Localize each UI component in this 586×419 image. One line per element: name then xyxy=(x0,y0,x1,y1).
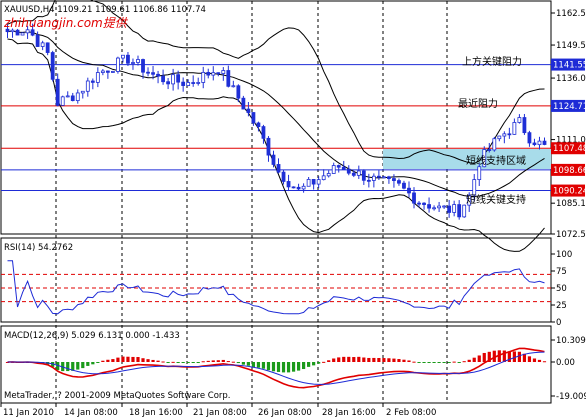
macd-axis: 10.309 0.00 -19.009 xyxy=(551,336,586,402)
symbol-line: XAUUSD,H4 1109.21 1109.61 1106.86 1107.7… xyxy=(4,5,206,15)
label-upper-key-resistance: 上方关键阻力 xyxy=(462,55,522,68)
svg-text:1107.48: 1107.48 xyxy=(553,144,586,154)
macd-label: MACD(12,26,9) 5.029 6.131 0.000 -1.433 xyxy=(4,331,180,341)
vertical-grid xyxy=(55,1,448,403)
support-zone xyxy=(383,149,551,169)
copyright: MetaTrader, ? 2001-2009 MetaQuotes Softw… xyxy=(4,391,231,401)
rsi-panel[interactable] xyxy=(0,237,552,323)
svg-text:1090.24: 1090.24 xyxy=(553,187,586,197)
svg-text:28 Jan 16:00: 28 Jan 16:00 xyxy=(322,408,376,418)
price-axis: 1162.55 1149.50 1136.05 1111.00 1085.10 1072.… xyxy=(551,9,586,240)
svg-text:1162.55: 1162.55 xyxy=(556,9,586,19)
label-short-support-zone: 短线支持区域 xyxy=(466,154,526,167)
level-lines xyxy=(1,64,551,192)
svg-text:2 Feb 08:00: 2 Feb 08:00 xyxy=(386,408,436,418)
time-axis: 11 Jan 2010 14 Jan 08:00 18 Jan 16:00 21 Ja… xyxy=(0,403,436,418)
watermark: zhihuangjin.com提供 xyxy=(3,16,129,30)
svg-text:1149.50: 1149.50 xyxy=(556,41,586,51)
svg-text:18 Jan 16:00: 18 Jan 16:00 xyxy=(129,408,183,418)
svg-text:14 Jan 08:00: 14 Jan 08:00 xyxy=(64,408,118,418)
rsi-indicator xyxy=(1,260,551,315)
price-panel[interactable] xyxy=(0,0,552,235)
macd-panel[interactable] xyxy=(0,325,552,404)
rsi-label: RSI(14) 54.2762 xyxy=(4,243,73,253)
svg-text:0: 0 xyxy=(556,318,561,328)
svg-text:1072.55: 1072.55 xyxy=(556,230,586,240)
svg-text:0.00: 0.00 xyxy=(556,358,575,368)
rsi-axis: 100 75 50 25 0 xyxy=(551,250,572,328)
label-near-resistance: 最近阻力 xyxy=(458,97,498,110)
svg-text:50: 50 xyxy=(556,284,567,294)
svg-text:1141.55: 1141.55 xyxy=(553,61,586,71)
candlesticks xyxy=(5,23,547,220)
svg-text:1136.05: 1136.05 xyxy=(556,74,586,84)
svg-text:25: 25 xyxy=(556,301,567,311)
svg-text:26 Jan 08:00: 26 Jan 08:00 xyxy=(258,408,312,418)
label-short-key-support: 短线关键支持 xyxy=(466,193,526,206)
svg-text:100: 100 xyxy=(556,250,572,260)
svg-text:-19.009: -19.009 xyxy=(556,392,586,402)
svg-text:1124.71: 1124.71 xyxy=(553,102,586,112)
level-tags: 1141.55 1124.71 1107.48 1098.66 1090.24 xyxy=(551,58,586,197)
bollinger-bands xyxy=(7,0,545,252)
macd-indicator xyxy=(5,347,547,389)
svg-text:1085.10: 1085.10 xyxy=(556,199,586,209)
svg-text:21 Jan 08:00: 21 Jan 08:00 xyxy=(193,408,247,418)
svg-text:10.309: 10.309 xyxy=(556,336,586,346)
svg-text:1111.00: 1111.00 xyxy=(556,136,586,146)
svg-text:75: 75 xyxy=(556,267,567,277)
svg-text:1098.66: 1098.66 xyxy=(553,166,586,176)
svg-text:11 Jan 2010: 11 Jan 2010 xyxy=(3,408,54,418)
